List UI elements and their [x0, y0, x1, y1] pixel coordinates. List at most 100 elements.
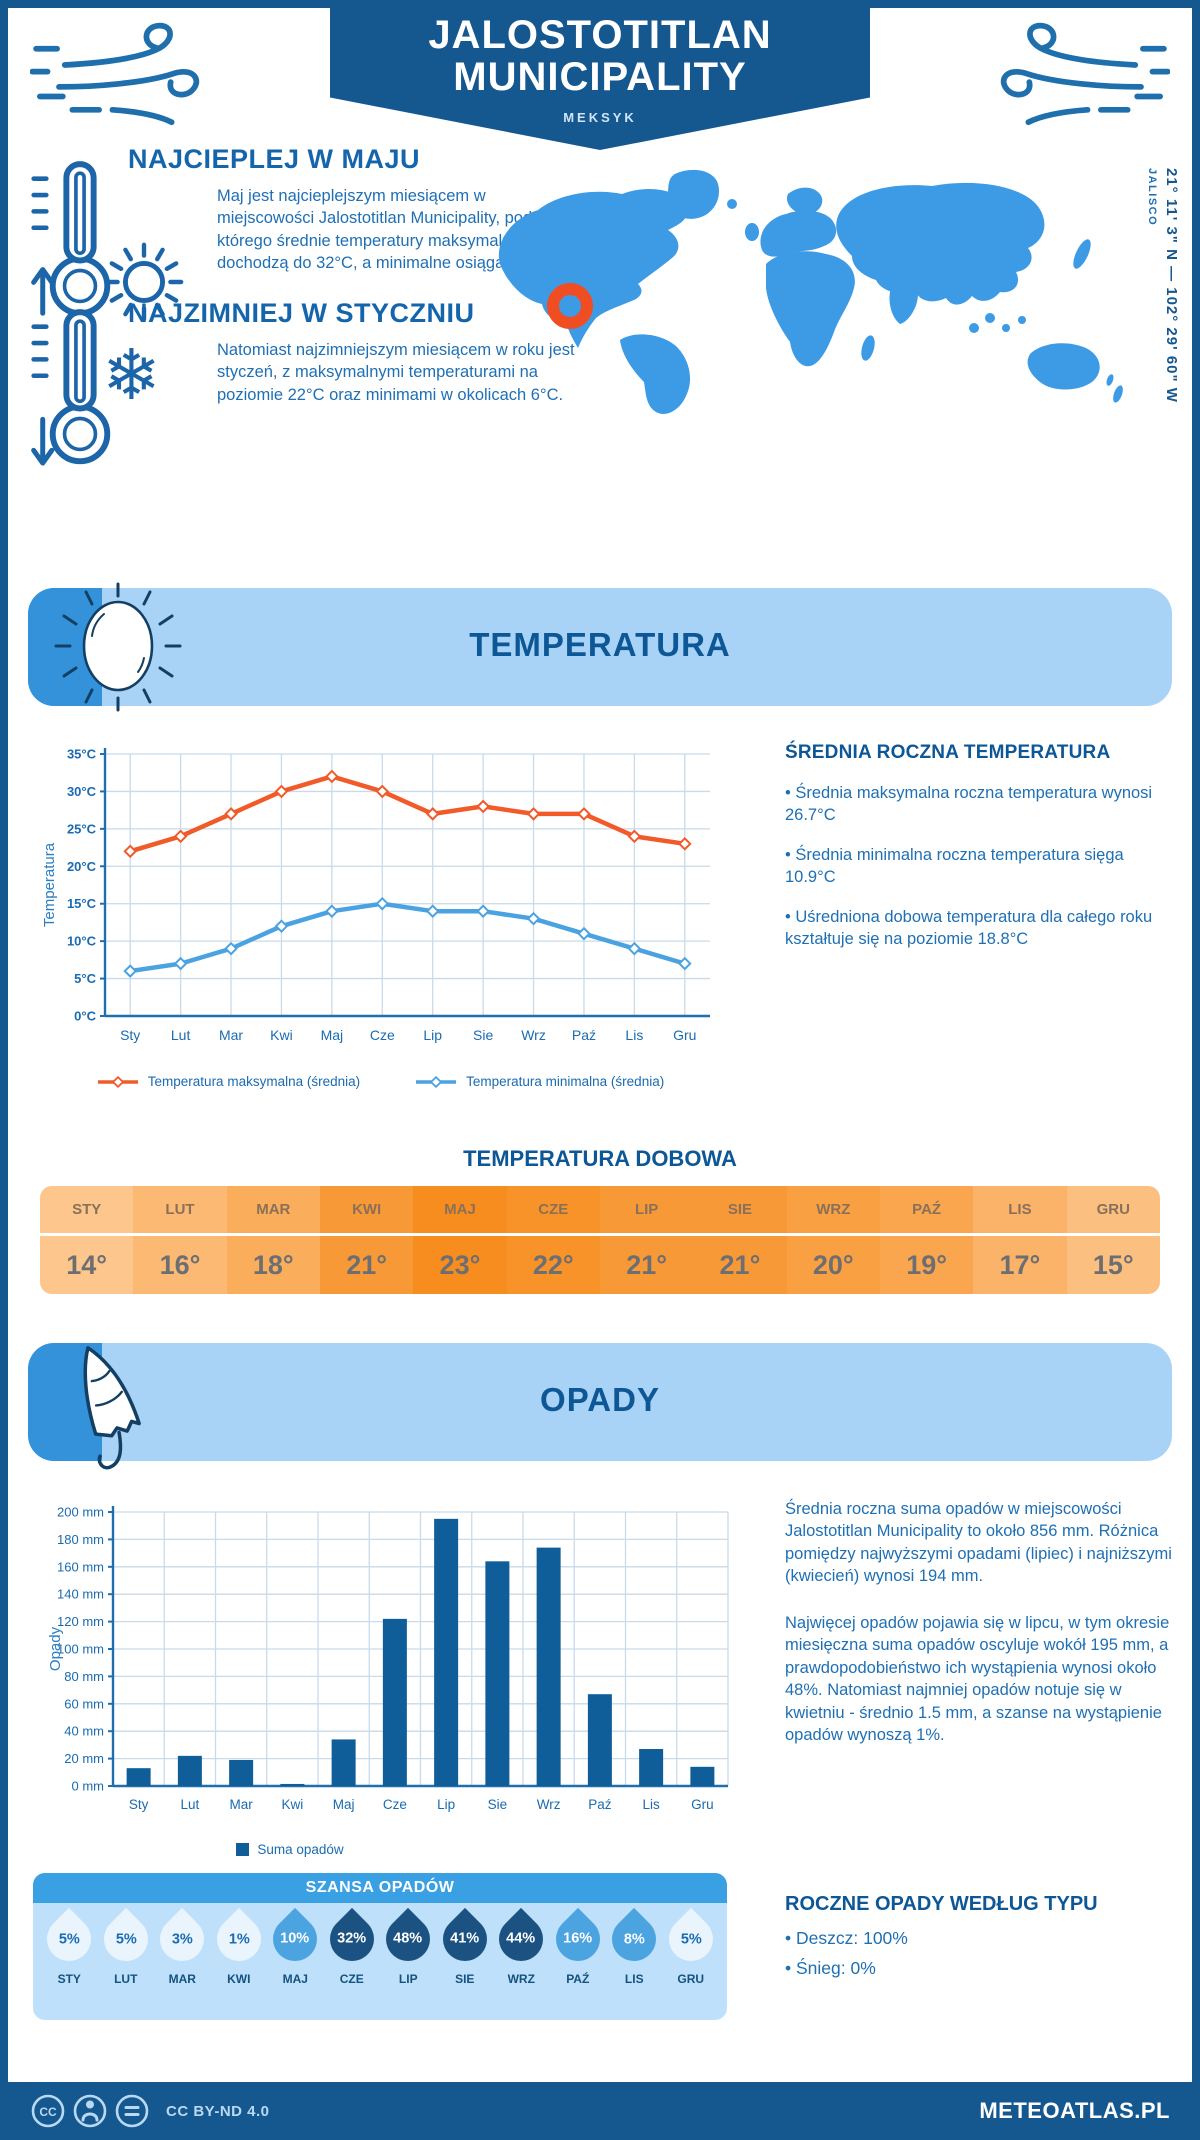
bar-Kwi [280, 1783, 305, 1786]
svg-text:Sty: Sty [129, 1797, 149, 1812]
rain-chance-month: SIE [455, 1972, 475, 1986]
rain-chance-panel: SZANSA OPADÓW 5% STY 5% LUT 3% MAR 1% KWI 10% MAJ… [33, 1873, 727, 2020]
bar-Mar [229, 1759, 254, 1786]
rain-chance-month: MAR [168, 1972, 196, 1986]
svg-text:30°C: 30°C [67, 784, 97, 799]
precipitation-type-item: • Deszcz: 100% [785, 1928, 908, 1948]
daily-table-value: 21° [346, 1249, 388, 1280]
rain-chance-value: 44% [506, 1931, 536, 1947]
rain-chance-value: 41% [450, 1931, 480, 1947]
rain-chance-item: 8% LIS [603, 1903, 666, 2020]
daily-table-column: SIE 21° [693, 1186, 787, 1294]
rain-chance-month: CZE [339, 1972, 364, 1986]
temperature-chart: 0°C 5°C 10°C 15°C 20°C 25°C 30°C 35°C Sty Lut Mar K… [40, 738, 720, 1068]
droplet-icon: 44% [490, 1907, 553, 1971]
temperature-bullet: • Średnia minimalna roczna temperatura s… [785, 845, 1124, 887]
daily-table-month: GRU [1066, 1186, 1160, 1236]
droplet-icon: 16% [546, 1907, 609, 1971]
precipitation-text: Średnia roczna suma opadów w miejscowośc… [785, 1498, 1173, 1770]
daily-table-value: 21° [719, 1249, 761, 1280]
svg-text:Kwi: Kwi [270, 1027, 293, 1043]
daily-table-value: 15° [1092, 1249, 1134, 1280]
svg-text:Gru: Gru [673, 1027, 696, 1043]
daily-table-column: KWI 21° [319, 1186, 414, 1294]
svg-text:25°C: 25°C [67, 821, 97, 836]
svg-text:Cze: Cze [383, 1797, 407, 1812]
highlight-warmest-text: Maj jest najcieplejszym miesiącem w miej… [217, 187, 567, 273]
rain-chance-title: SZANSA OPADÓW [33, 1873, 727, 1903]
daily-table-column: MAR 18° [226, 1186, 320, 1294]
svg-text:Sty: Sty [120, 1027, 140, 1043]
precipitation-bar-chart: 0 mm 20 mm 40 mm 60 mm 80 mm 100 mm 120 mm 140 … [47, 1505, 729, 1812]
daily-table-value: 23° [439, 1249, 481, 1280]
svg-text:Maj: Maj [321, 1027, 344, 1043]
droplet-icon: 3% [151, 1907, 214, 1971]
droplet-icon: 48% [377, 1907, 440, 1971]
svg-text:Wrz: Wrz [537, 1797, 561, 1812]
legend-item: Temperatura maksymalna (średnia) [96, 1074, 360, 1089]
precipitation-paragraph: Najwięcej opadów pojawia się w lipcu, w … [785, 1613, 1170, 1744]
rain-chance-item: 16% PAŹ [546, 1903, 609, 2020]
license-label: CC BY-ND 4.0 [166, 2102, 270, 2120]
svg-text:0 mm: 0 mm [72, 1779, 105, 1794]
svg-text:200 mm: 200 mm [57, 1505, 104, 1520]
coordinates-label: 21° 11' 3" N — 102° 29' 60" W [1163, 168, 1180, 403]
svg-text:Lut: Lut [171, 1027, 191, 1043]
thermometer-hot-icon [31, 161, 111, 317]
droplet-icon: 1% [207, 1907, 270, 1971]
sun-banner-icon [54, 582, 182, 712]
sun-icon [104, 242, 184, 322]
temperature-chart-legend: Temperatura maksymalna (średnia) Temperat… [40, 1074, 720, 1089]
daily-table-column: MAJ 23° [413, 1186, 507, 1294]
rain-chance-item: 48% LIP [377, 1903, 440, 2020]
daily-table-month: KWI [319, 1186, 414, 1236]
region-label: JALISCO [1146, 168, 1158, 227]
umbrella-icon [83, 1346, 141, 1470]
frame-right [1192, 0, 1200, 2140]
svg-text:10°C: 10°C [67, 934, 97, 949]
svg-text:Wrz: Wrz [521, 1027, 546, 1043]
precipitation-type-block: ROCZNE OPADY WEDŁUG TYPU • Deszcz: 100% … [785, 1893, 1173, 1988]
precipitation-section-title: OPADY [540, 1381, 660, 1418]
droplet-icon: 5% [659, 1907, 722, 1971]
rain-chance-month: GRU [677, 1972, 705, 1986]
daily-table: STY 14° LUT 16° MAR 18° KWI 21° MAJ 23° CZE 22° LIP 2… [40, 1186, 1160, 1294]
daily-table-month: LIP [599, 1186, 694, 1236]
rain-chance-item: 5% LUT [94, 1903, 157, 2020]
svg-text:120 mm: 120 mm [57, 1614, 104, 1629]
rain-chance-item: 10% MAJ [264, 1903, 327, 2020]
rain-chance-item: 1% KWI [207, 1903, 270, 2020]
svg-text:5°C: 5°C [74, 971, 96, 986]
svg-text:35°C: 35°C [67, 747, 97, 762]
svg-text:60 mm: 60 mm [64, 1696, 104, 1711]
precipitation-chart: 0 mm 20 mm 40 mm 60 mm 80 mm 100 mm 120 mm 140 … [40, 1492, 740, 1837]
rain-chance-month: STY [57, 1972, 81, 1986]
daily-table-value: 19° [906, 1249, 948, 1280]
daily-table-month: WRZ [786, 1186, 880, 1236]
legend-item: Temperatura minimalna (średnia) [414, 1074, 664, 1089]
svg-text:Lut: Lut [180, 1797, 199, 1812]
rain-chance-item: 44% WRZ [490, 1903, 553, 2020]
svg-text:Mar: Mar [219, 1027, 243, 1043]
rain-chance-item: 5% STY [38, 1903, 101, 2020]
bar-Paź [587, 1694, 612, 1786]
svg-text:Paź: Paź [572, 1027, 596, 1043]
svg-text:80 mm: 80 mm [64, 1669, 104, 1684]
svg-text:Lip: Lip [437, 1797, 455, 1812]
rain-chance-month: LIS [624, 1972, 644, 1986]
daily-table-month: LUT [133, 1186, 227, 1236]
droplet-icon: 10% [264, 1907, 327, 1971]
precipitation-paragraph: Średnia roczna suma opadów w miejscowośc… [785, 1500, 1172, 1586]
daily-table-value: 17° [999, 1249, 1041, 1280]
daily-table-column: LUT 16° [133, 1186, 227, 1294]
temperature-section-banner: TEMPERATURA [28, 582, 1172, 712]
rain-chance-item: 5% GRU [659, 1903, 722, 2020]
wind-icon [1000, 22, 1170, 126]
coordinates-block: JALISCO 21° 11' 3" N — 102° 29' 60" W [1146, 168, 1180, 448]
svg-text:20 mm: 20 mm [64, 1751, 104, 1766]
rain-chance-value: 10% [280, 1931, 310, 1947]
daily-table-value: 16° [159, 1249, 201, 1280]
precipitation-type-item: • Śnieg: 0% [785, 1958, 876, 1978]
svg-text:140 mm: 140 mm [57, 1587, 104, 1602]
page-title-line2: MUNICIPALITY [453, 55, 747, 99]
